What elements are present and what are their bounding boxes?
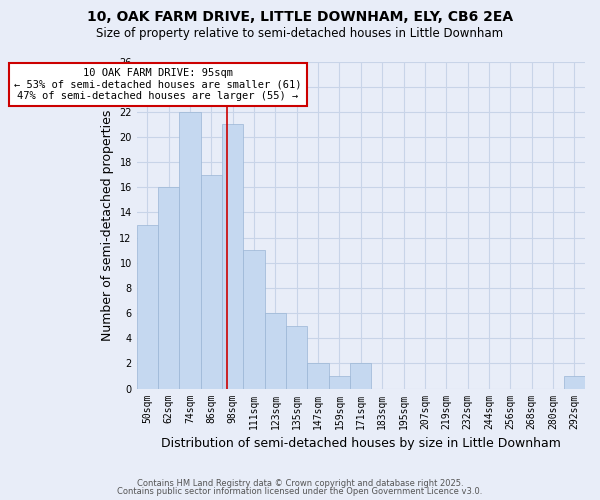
Bar [286, 326, 307, 388]
Bar [200, 174, 222, 388]
Bar [137, 225, 158, 388]
Bar [244, 250, 265, 388]
Y-axis label: Number of semi-detached properties: Number of semi-detached properties [101, 110, 113, 340]
Text: Contains public sector information licensed under the Open Government Licence v3: Contains public sector information licen… [118, 487, 482, 496]
Text: 10 OAK FARM DRIVE: 95sqm
← 53% of semi-detached houses are smaller (61)
47% of s: 10 OAK FARM DRIVE: 95sqm ← 53% of semi-d… [14, 68, 302, 101]
Bar [563, 376, 585, 388]
Bar [329, 376, 350, 388]
Bar [222, 124, 244, 388]
Bar [350, 364, 371, 388]
Bar [179, 112, 200, 388]
Text: 10, OAK FARM DRIVE, LITTLE DOWNHAM, ELY, CB6 2EA: 10, OAK FARM DRIVE, LITTLE DOWNHAM, ELY,… [87, 10, 513, 24]
Bar [265, 313, 286, 388]
X-axis label: Distribution of semi-detached houses by size in Little Downham: Distribution of semi-detached houses by … [161, 437, 561, 450]
Bar [158, 188, 179, 388]
Text: Contains HM Land Registry data © Crown copyright and database right 2025.: Contains HM Land Registry data © Crown c… [137, 478, 463, 488]
Bar [307, 364, 329, 388]
Text: Size of property relative to semi-detached houses in Little Downham: Size of property relative to semi-detach… [97, 28, 503, 40]
